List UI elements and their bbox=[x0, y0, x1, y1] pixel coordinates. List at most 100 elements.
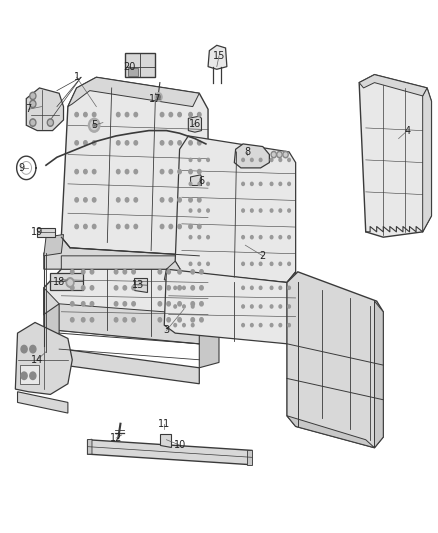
Circle shape bbox=[49, 120, 52, 125]
Circle shape bbox=[198, 158, 201, 161]
Circle shape bbox=[114, 270, 118, 274]
Polygon shape bbox=[37, 228, 55, 237]
Circle shape bbox=[198, 112, 201, 117]
Polygon shape bbox=[61, 77, 208, 256]
Polygon shape bbox=[374, 301, 383, 448]
Circle shape bbox=[191, 286, 194, 290]
Text: 17: 17 bbox=[149, 94, 162, 103]
Circle shape bbox=[125, 141, 129, 145]
Circle shape bbox=[189, 169, 192, 174]
Polygon shape bbox=[44, 243, 219, 344]
Circle shape bbox=[117, 169, 120, 174]
Circle shape bbox=[114, 286, 118, 290]
Polygon shape bbox=[50, 273, 83, 290]
Circle shape bbox=[251, 158, 253, 161]
Circle shape bbox=[123, 302, 127, 306]
Circle shape bbox=[251, 262, 253, 265]
Polygon shape bbox=[359, 75, 431, 237]
Circle shape bbox=[134, 141, 138, 145]
Text: 3: 3 bbox=[163, 326, 170, 335]
Circle shape bbox=[169, 112, 173, 117]
Circle shape bbox=[167, 318, 170, 322]
Circle shape bbox=[178, 141, 181, 145]
Text: 4: 4 bbox=[404, 126, 410, 135]
Circle shape bbox=[92, 141, 96, 145]
Circle shape bbox=[270, 324, 273, 327]
Circle shape bbox=[132, 318, 135, 322]
Circle shape bbox=[174, 305, 177, 308]
Circle shape bbox=[117, 224, 120, 229]
Circle shape bbox=[200, 286, 203, 290]
Circle shape bbox=[259, 236, 262, 239]
Circle shape bbox=[125, 112, 129, 117]
Circle shape bbox=[191, 286, 194, 289]
Polygon shape bbox=[287, 272, 383, 448]
Circle shape bbox=[207, 236, 209, 239]
Circle shape bbox=[132, 302, 135, 306]
Circle shape bbox=[93, 124, 95, 127]
Text: 16: 16 bbox=[189, 119, 201, 128]
Circle shape bbox=[200, 302, 203, 306]
Text: 13: 13 bbox=[132, 280, 144, 290]
Polygon shape bbox=[44, 237, 199, 269]
Circle shape bbox=[242, 262, 244, 265]
Circle shape bbox=[155, 93, 162, 101]
Circle shape bbox=[189, 198, 192, 202]
Circle shape bbox=[288, 236, 290, 239]
Circle shape bbox=[183, 305, 185, 308]
Circle shape bbox=[259, 209, 262, 212]
Polygon shape bbox=[423, 88, 431, 232]
Circle shape bbox=[84, 112, 87, 117]
Polygon shape bbox=[164, 269, 298, 344]
Circle shape bbox=[90, 286, 94, 290]
Circle shape bbox=[30, 100, 36, 108]
Circle shape bbox=[125, 169, 129, 174]
Circle shape bbox=[207, 209, 209, 212]
Circle shape bbox=[75, 198, 78, 202]
Polygon shape bbox=[61, 243, 208, 269]
Circle shape bbox=[158, 286, 162, 290]
Polygon shape bbox=[20, 365, 39, 384]
Polygon shape bbox=[208, 45, 227, 69]
Circle shape bbox=[242, 286, 244, 289]
Circle shape bbox=[91, 121, 98, 130]
Polygon shape bbox=[191, 175, 201, 185]
Circle shape bbox=[90, 270, 94, 274]
Circle shape bbox=[117, 141, 120, 145]
Polygon shape bbox=[15, 322, 72, 394]
Circle shape bbox=[288, 158, 290, 161]
Circle shape bbox=[288, 262, 290, 265]
Polygon shape bbox=[134, 278, 147, 292]
Circle shape bbox=[189, 141, 192, 145]
Circle shape bbox=[189, 209, 192, 212]
Circle shape bbox=[84, 141, 87, 145]
Text: 10: 10 bbox=[173, 440, 186, 450]
Polygon shape bbox=[88, 440, 252, 465]
Circle shape bbox=[114, 318, 118, 322]
Circle shape bbox=[270, 262, 273, 265]
Circle shape bbox=[191, 324, 194, 327]
Circle shape bbox=[178, 169, 181, 174]
Polygon shape bbox=[125, 53, 155, 77]
Circle shape bbox=[169, 224, 173, 229]
Circle shape bbox=[134, 169, 138, 174]
Circle shape bbox=[71, 286, 74, 290]
Circle shape bbox=[66, 278, 74, 287]
Circle shape bbox=[198, 169, 201, 174]
Circle shape bbox=[134, 224, 138, 229]
Circle shape bbox=[174, 286, 177, 289]
Circle shape bbox=[198, 236, 201, 239]
Polygon shape bbox=[234, 144, 269, 168]
Circle shape bbox=[157, 95, 160, 99]
Circle shape bbox=[167, 302, 170, 306]
Circle shape bbox=[75, 141, 78, 145]
Circle shape bbox=[75, 112, 78, 117]
Circle shape bbox=[68, 280, 72, 285]
Circle shape bbox=[178, 224, 181, 229]
Circle shape bbox=[189, 224, 192, 229]
Circle shape bbox=[30, 372, 36, 379]
Circle shape bbox=[30, 92, 36, 100]
Text: 2: 2 bbox=[260, 251, 266, 261]
Text: 12: 12 bbox=[110, 433, 122, 443]
Circle shape bbox=[178, 270, 181, 274]
